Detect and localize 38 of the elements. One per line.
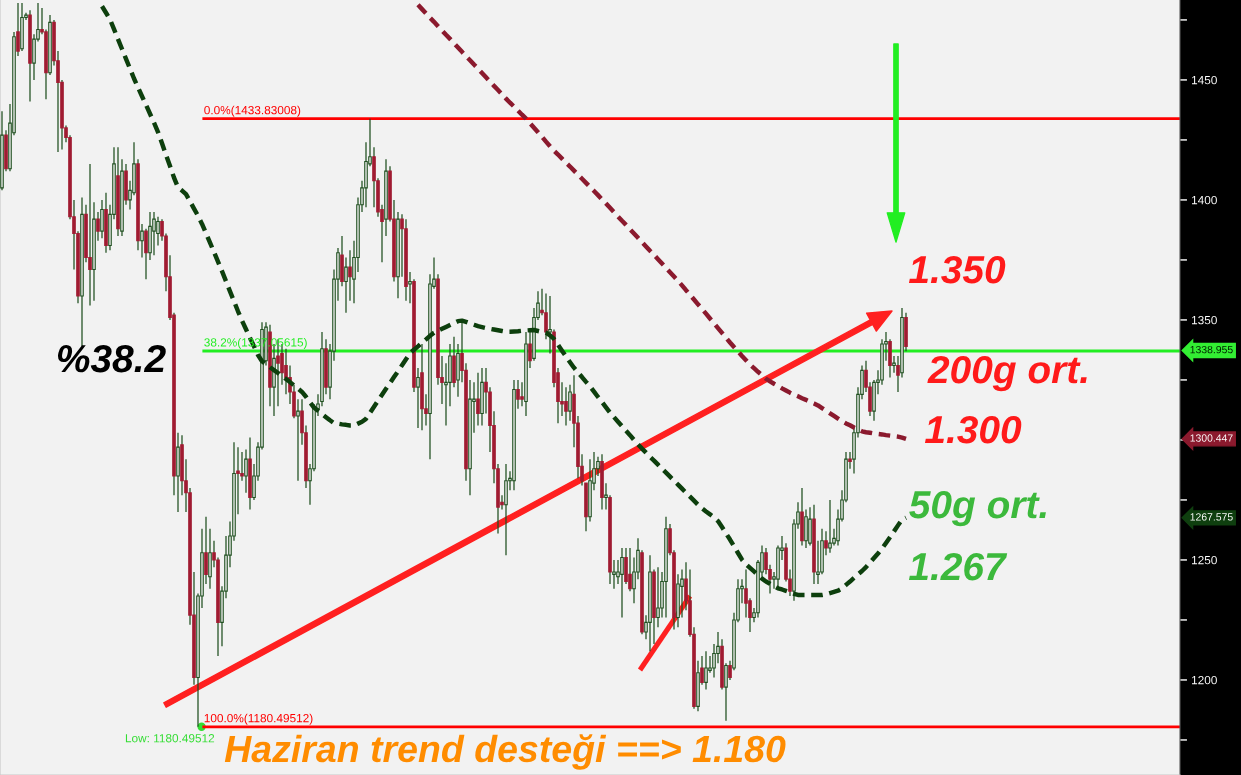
candlestick <box>244 448 248 494</box>
candlestick <box>88 163 92 307</box>
text: 1300.447 <box>1190 434 1233 442</box>
y-tick-label: 1200 <box>1192 675 1217 685</box>
annotation: 1.300 <box>924 415 1022 444</box>
candlestick <box>140 223 144 259</box>
candlestick <box>408 271 412 304</box>
candlestick <box>804 508 808 549</box>
candlestick <box>724 662 728 722</box>
candlestick <box>348 249 352 302</box>
candlestick <box>416 367 420 429</box>
y-tick-label: 1350 <box>1192 315 1217 325</box>
ref-line-label: 0.0%(1433.83008) <box>204 105 301 117</box>
candlestick <box>620 547 624 619</box>
annotation: 1.350 <box>908 255 1006 284</box>
candlestick <box>808 506 812 547</box>
annotation: Haziran trend desteği ==> 1.180 <box>224 734 786 770</box>
text: 1338.955 <box>1190 345 1233 354</box>
text: 1267.575 <box>1190 513 1233 521</box>
annotation: 200g ort. <box>927 355 1087 392</box>
candlestick <box>152 211 156 256</box>
candlestick <box>704 650 708 691</box>
candlestick <box>144 228 148 280</box>
candlestick <box>628 547 632 592</box>
candlestick <box>828 499 832 554</box>
candlestick <box>100 199 104 239</box>
y-tick-label: 1400 <box>1192 195 1217 205</box>
annotation: Low: 1180.49512 <box>125 734 215 743</box>
ref-line-label: 100.0%(1180.49512) <box>204 713 313 725</box>
line-series <box>415 2 909 442</box>
candlestick <box>296 398 300 482</box>
annotation: %38.2 <box>58 344 166 373</box>
annotation: 1.267 <box>908 552 1008 581</box>
annotation: 50g ort. <box>909 490 1046 527</box>
candlestick <box>656 566 660 628</box>
y-tick-label: 1250 <box>1192 555 1217 565</box>
candlestick <box>564 386 568 427</box>
y-tick-label: 1450 <box>1192 75 1217 85</box>
